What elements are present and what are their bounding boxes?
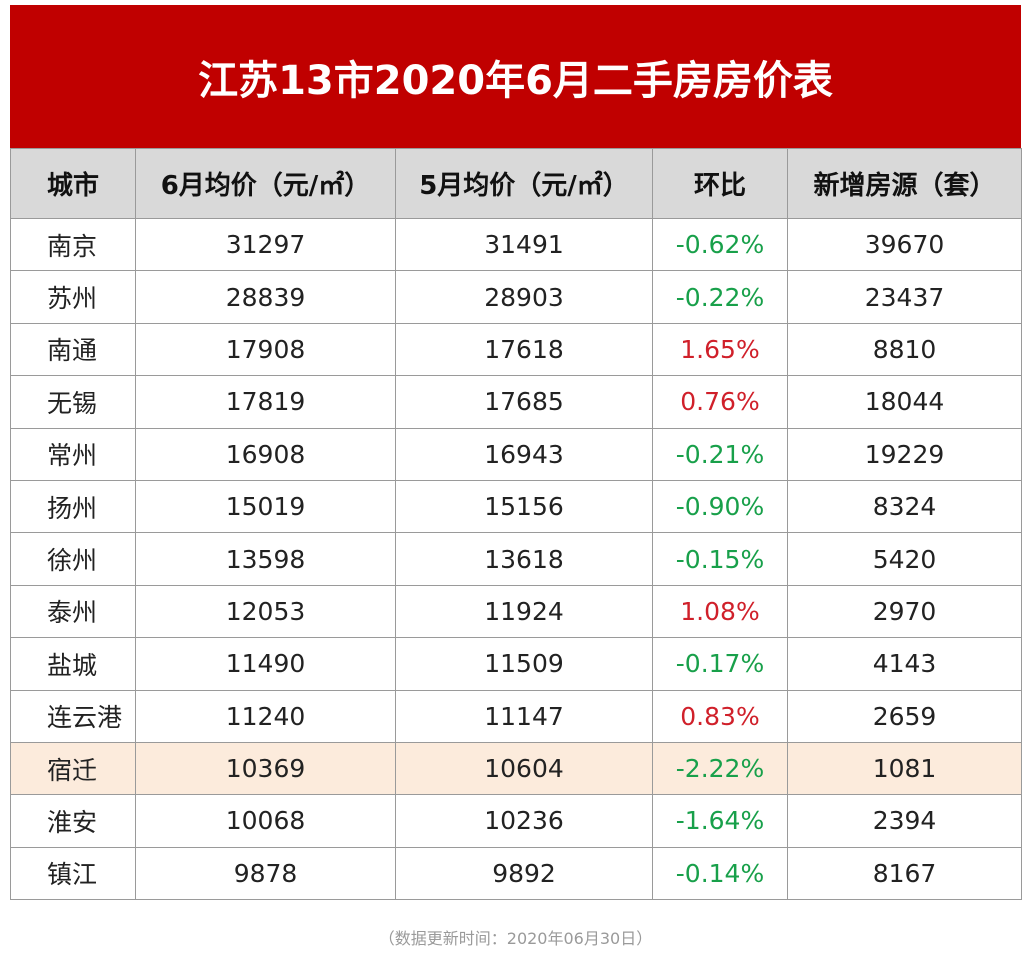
table-title: 江苏13市2020年6月二手房房价表 xyxy=(10,5,1021,148)
value-cell: 23437 xyxy=(787,270,1022,324)
value-cell: 10068 xyxy=(135,794,396,848)
value-cell: 1.65% xyxy=(652,322,788,377)
value-cell: -1.64% xyxy=(652,794,788,848)
value-cell: -0.14% xyxy=(652,846,788,901)
table-body: 南京 31297 31491 -0.62% 39670 苏州 28839 28903 -0.22… xyxy=(10,217,1022,901)
value-cell: -0.17% xyxy=(652,637,788,691)
city-cell: 镇江 xyxy=(10,846,136,901)
city-cell: 扬州 xyxy=(10,479,136,534)
value-cell: 11490 xyxy=(135,637,396,691)
header-cell: 5月均价（元/㎡） xyxy=(395,148,653,219)
header-row: 城市 6月均价（元/㎡） 5月均价（元/㎡） 环比 新增房源（套） xyxy=(10,148,1022,219)
value-cell: 1.08% xyxy=(652,584,788,639)
footnote: （数据更新时间：2020年06月30日） xyxy=(378,929,653,948)
value-cell: 19229 xyxy=(787,427,1022,481)
value-cell: 31491 xyxy=(395,217,653,272)
value-cell: 11240 xyxy=(135,689,396,743)
city-cell: 泰州 xyxy=(10,584,136,639)
value-cell: 17908 xyxy=(135,322,396,377)
value-cell: 5420 xyxy=(787,532,1022,586)
table-row: 宿迁 10369 10604 -2.22% 1081 xyxy=(10,741,1022,796)
value-cell: 1081 xyxy=(787,741,1022,796)
value-cell: 11147 xyxy=(395,689,653,743)
value-cell: -2.22% xyxy=(652,741,788,796)
table-row: 泰州 12053 11924 1.08% 2970 xyxy=(10,584,1022,639)
header-cell: 6月均价（元/㎡） xyxy=(135,148,396,219)
header-cell: 城市 xyxy=(10,148,136,219)
value-cell: -0.15% xyxy=(652,532,788,586)
value-cell: 17685 xyxy=(395,375,653,429)
value-cell: -0.21% xyxy=(652,427,788,481)
table-row: 盐城 11490 11509 -0.17% 4143 xyxy=(10,637,1022,691)
value-cell: 11509 xyxy=(395,637,653,691)
value-cell: 17819 xyxy=(135,375,396,429)
value-cell: 10369 xyxy=(135,741,396,796)
value-cell: 2659 xyxy=(787,689,1022,743)
value-cell: 2394 xyxy=(787,794,1022,848)
city-cell: 苏州 xyxy=(10,270,136,324)
value-cell: 39670 xyxy=(787,217,1022,272)
city-cell: 徐州 xyxy=(10,532,136,586)
value-cell: 16908 xyxy=(135,427,396,481)
table-row: 扬州 15019 15156 -0.90% 8324 xyxy=(10,479,1022,534)
table-row: 南京 31297 31491 -0.62% 39670 xyxy=(10,217,1022,272)
table-row: 徐州 13598 13618 -0.15% 5420 xyxy=(10,532,1022,586)
table-row: 南通 17908 17618 1.65% 8810 xyxy=(10,322,1022,377)
table-row: 镇江 9878 9892 -0.14% 8167 xyxy=(10,846,1022,901)
city-cell: 淮安 xyxy=(10,794,136,848)
city-cell: 常州 xyxy=(10,427,136,481)
value-cell: 4143 xyxy=(787,637,1022,691)
table-row: 常州 16908 16943 -0.21% 19229 xyxy=(10,427,1022,481)
value-cell: 18044 xyxy=(787,375,1022,429)
value-cell: 8324 xyxy=(787,479,1022,534)
city-cell: 宿迁 xyxy=(10,741,136,796)
value-cell: 17618 xyxy=(395,322,653,377)
value-cell: 9892 xyxy=(395,846,653,901)
value-cell: 11924 xyxy=(395,584,653,639)
value-cell: 16943 xyxy=(395,427,653,481)
city-cell: 盐城 xyxy=(10,637,136,691)
value-cell: -0.62% xyxy=(652,217,788,272)
price-table: 城市 6月均价（元/㎡） 5月均价（元/㎡） 环比 新增房源（套） 南京 31297 314… xyxy=(10,148,1022,901)
value-cell: 8167 xyxy=(787,846,1022,901)
value-cell: 10604 xyxy=(395,741,653,796)
table-row: 淮安 10068 10236 -1.64% 2394 xyxy=(10,794,1022,848)
value-cell: 15019 xyxy=(135,479,396,534)
city-cell: 连云港 xyxy=(10,689,136,743)
value-cell: 2970 xyxy=(787,584,1022,639)
value-cell: 12053 xyxy=(135,584,396,639)
header-cell: 环比 xyxy=(652,148,788,219)
city-cell: 无锡 xyxy=(10,375,136,429)
value-cell: 13598 xyxy=(135,532,396,586)
value-cell: 28903 xyxy=(395,270,653,324)
header-cell: 新增房源（套） xyxy=(787,148,1022,219)
value-cell: 10236 xyxy=(395,794,653,848)
table-row: 连云港 11240 11147 0.83% 2659 xyxy=(10,689,1022,743)
value-cell: 9878 xyxy=(135,846,396,901)
table-row: 无锡 17819 17685 0.76% 18044 xyxy=(10,375,1022,429)
value-cell: 31297 xyxy=(135,217,396,272)
value-cell: 8810 xyxy=(787,322,1022,377)
value-cell: 0.83% xyxy=(652,689,788,743)
table-row: 苏州 28839 28903 -0.22% 23437 xyxy=(10,270,1022,324)
value-cell: -0.22% xyxy=(652,270,788,324)
value-cell: 0.76% xyxy=(652,375,788,429)
value-cell: -0.90% xyxy=(652,479,788,534)
value-cell: 13618 xyxy=(395,532,653,586)
value-cell: 15156 xyxy=(395,479,653,534)
city-cell: 南通 xyxy=(10,322,136,377)
value-cell: 28839 xyxy=(135,270,396,324)
city-cell: 南京 xyxy=(10,217,136,272)
